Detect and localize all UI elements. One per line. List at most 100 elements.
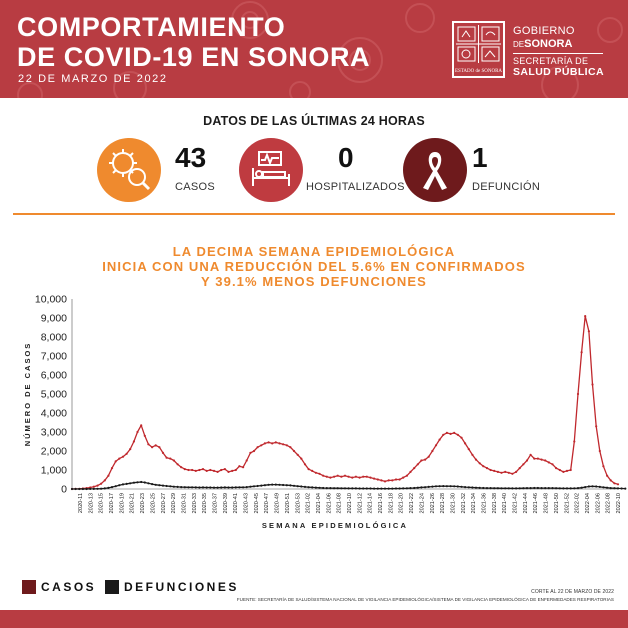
- x-tick-label: 2020-39: [223, 493, 229, 514]
- data-point-defunciones: [547, 487, 550, 490]
- data-point-casos: [438, 438, 441, 441]
- data-point-casos: [220, 468, 223, 472]
- data-point-casos: [165, 456, 168, 459]
- y-tick-label: 7,000: [41, 351, 67, 363]
- data-point-defunciones: [383, 487, 387, 490]
- x-tick-label: 2020-21: [130, 493, 136, 514]
- cases-deaths-line-chart: 0 1,000 2,000 3,000 4,000 5,000 6,000 7,000 8,00…: [23, 294, 627, 530]
- data-point-casos: [274, 441, 277, 444]
- data-point-casos: [351, 476, 354, 479]
- data-point-defunciones: [271, 483, 274, 486]
- data-point-casos: [223, 468, 226, 471]
- x-tick-label: 2021-06: [326, 493, 332, 514]
- stats-title: DATOS DE LAS ÚLTIMAS 24 HORAS: [203, 114, 425, 128]
- y-tick-label: 0: [61, 484, 67, 496]
- data-point-casos: [613, 482, 616, 485]
- x-tick-label: 2021-46: [533, 493, 539, 514]
- data-point-casos: [154, 444, 157, 447]
- data-point-defunciones: [260, 484, 263, 487]
- data-point-casos: [216, 470, 219, 473]
- x-tick-label: 2020-25: [150, 493, 156, 514]
- casos-icon-circle: [97, 138, 161, 202]
- data-point-casos: [176, 463, 179, 466]
- virus-magnifier-icon: [109, 149, 151, 191]
- data-point-defunciones: [296, 485, 299, 488]
- data-point-defunciones: [427, 485, 430, 488]
- data-point-defunciones: [362, 487, 365, 490]
- data-point-defunciones: [289, 484, 292, 487]
- x-tick-label: 2021-48: [544, 493, 550, 514]
- data-point-casos: [460, 436, 463, 439]
- data-point-casos: [485, 467, 489, 470]
- data-point-defunciones: [165, 484, 168, 488]
- data-point-defunciones: [307, 486, 310, 489]
- headline-line-1: LA DECIMA SEMANA EPIDEMIOLÓGICA: [172, 244, 456, 259]
- data-point-casos: [573, 440, 576, 443]
- data-point-casos: [482, 465, 485, 468]
- data-point-defunciones: [380, 487, 383, 490]
- gov-line-2-name: SONORA: [524, 38, 573, 50]
- series-line-casos: [71, 315, 619, 490]
- data-point-defunciones: [103, 487, 106, 490]
- data-point-defunciones: [489, 487, 492, 490]
- data-point-casos: [278, 442, 281, 445]
- data-point-defunciones: [376, 487, 379, 490]
- y-tick-label: 5,000: [41, 389, 67, 401]
- data-point-casos: [478, 462, 481, 465]
- data-point-casos: [416, 463, 419, 466]
- data-point-casos: [383, 480, 387, 483]
- x-tick-label: 2020-19: [119, 493, 125, 514]
- data-point-defunciones: [220, 486, 223, 489]
- data-point-defunciones: [147, 482, 150, 485]
- data-point-defunciones: [365, 487, 368, 490]
- x-tick-label: 2021-20: [399, 493, 405, 514]
- x-tick-label: 2021-04: [316, 493, 322, 514]
- data-point-casos: [201, 468, 205, 471]
- data-point-casos: [169, 457, 172, 460]
- data-point-defunciones: [343, 487, 347, 490]
- data-point-casos: [238, 465, 241, 468]
- data-point-casos: [522, 463, 525, 466]
- data-point-defunciones: [81, 487, 84, 491]
- data-point-defunciones: [300, 485, 303, 488]
- data-point-defunciones: [369, 487, 372, 490]
- data-point-defunciones: [143, 481, 146, 484]
- data-point-defunciones: [420, 486, 423, 489]
- data-point-casos: [322, 474, 325, 477]
- x-tick-label: 2020-35: [202, 493, 208, 514]
- data-point-casos: [118, 457, 121, 460]
- hospitalizados-value: 0: [338, 142, 354, 173]
- hospitalizados-label: HOSPITALIZADOS: [306, 181, 405, 193]
- data-point-casos: [307, 468, 310, 471]
- data-point-defunciones: [154, 483, 157, 486]
- x-tick-label: 2020-49: [275, 493, 281, 514]
- data-point-casos: [449, 432, 452, 435]
- x-tick-label: 2020-27: [161, 493, 167, 514]
- data-point-defunciones: [405, 487, 408, 490]
- data-point-casos: [380, 479, 383, 482]
- data-point-defunciones: [114, 485, 117, 488]
- data-point-defunciones: [595, 485, 598, 488]
- data-point-casos: [300, 457, 303, 460]
- data-point-casos: [314, 471, 317, 474]
- data-point-defunciones: [311, 486, 314, 489]
- data-point-defunciones: [292, 484, 296, 487]
- data-point-casos: [358, 476, 361, 479]
- data-point-defunciones: [158, 484, 161, 487]
- data-point-casos: [194, 469, 197, 472]
- data-point-casos: [256, 446, 259, 449]
- x-tick-label: 2020-43: [244, 493, 250, 514]
- data-point-defunciones: [238, 486, 241, 489]
- data-point-casos: [362, 475, 365, 478]
- data-point-defunciones: [205, 486, 208, 489]
- data-point-casos: [580, 351, 583, 354]
- data-point-defunciones: [274, 483, 277, 486]
- data-point-defunciones: [92, 487, 95, 490]
- hospitalizados-icon-circle: [239, 138, 303, 202]
- data-point-defunciones: [609, 487, 612, 490]
- x-tick-label: 2020-45: [254, 493, 260, 514]
- data-point-defunciones: [467, 486, 470, 489]
- x-tick-label: 2021-42: [513, 493, 519, 514]
- data-point-casos: [132, 440, 135, 443]
- data-point-casos: [267, 441, 270, 444]
